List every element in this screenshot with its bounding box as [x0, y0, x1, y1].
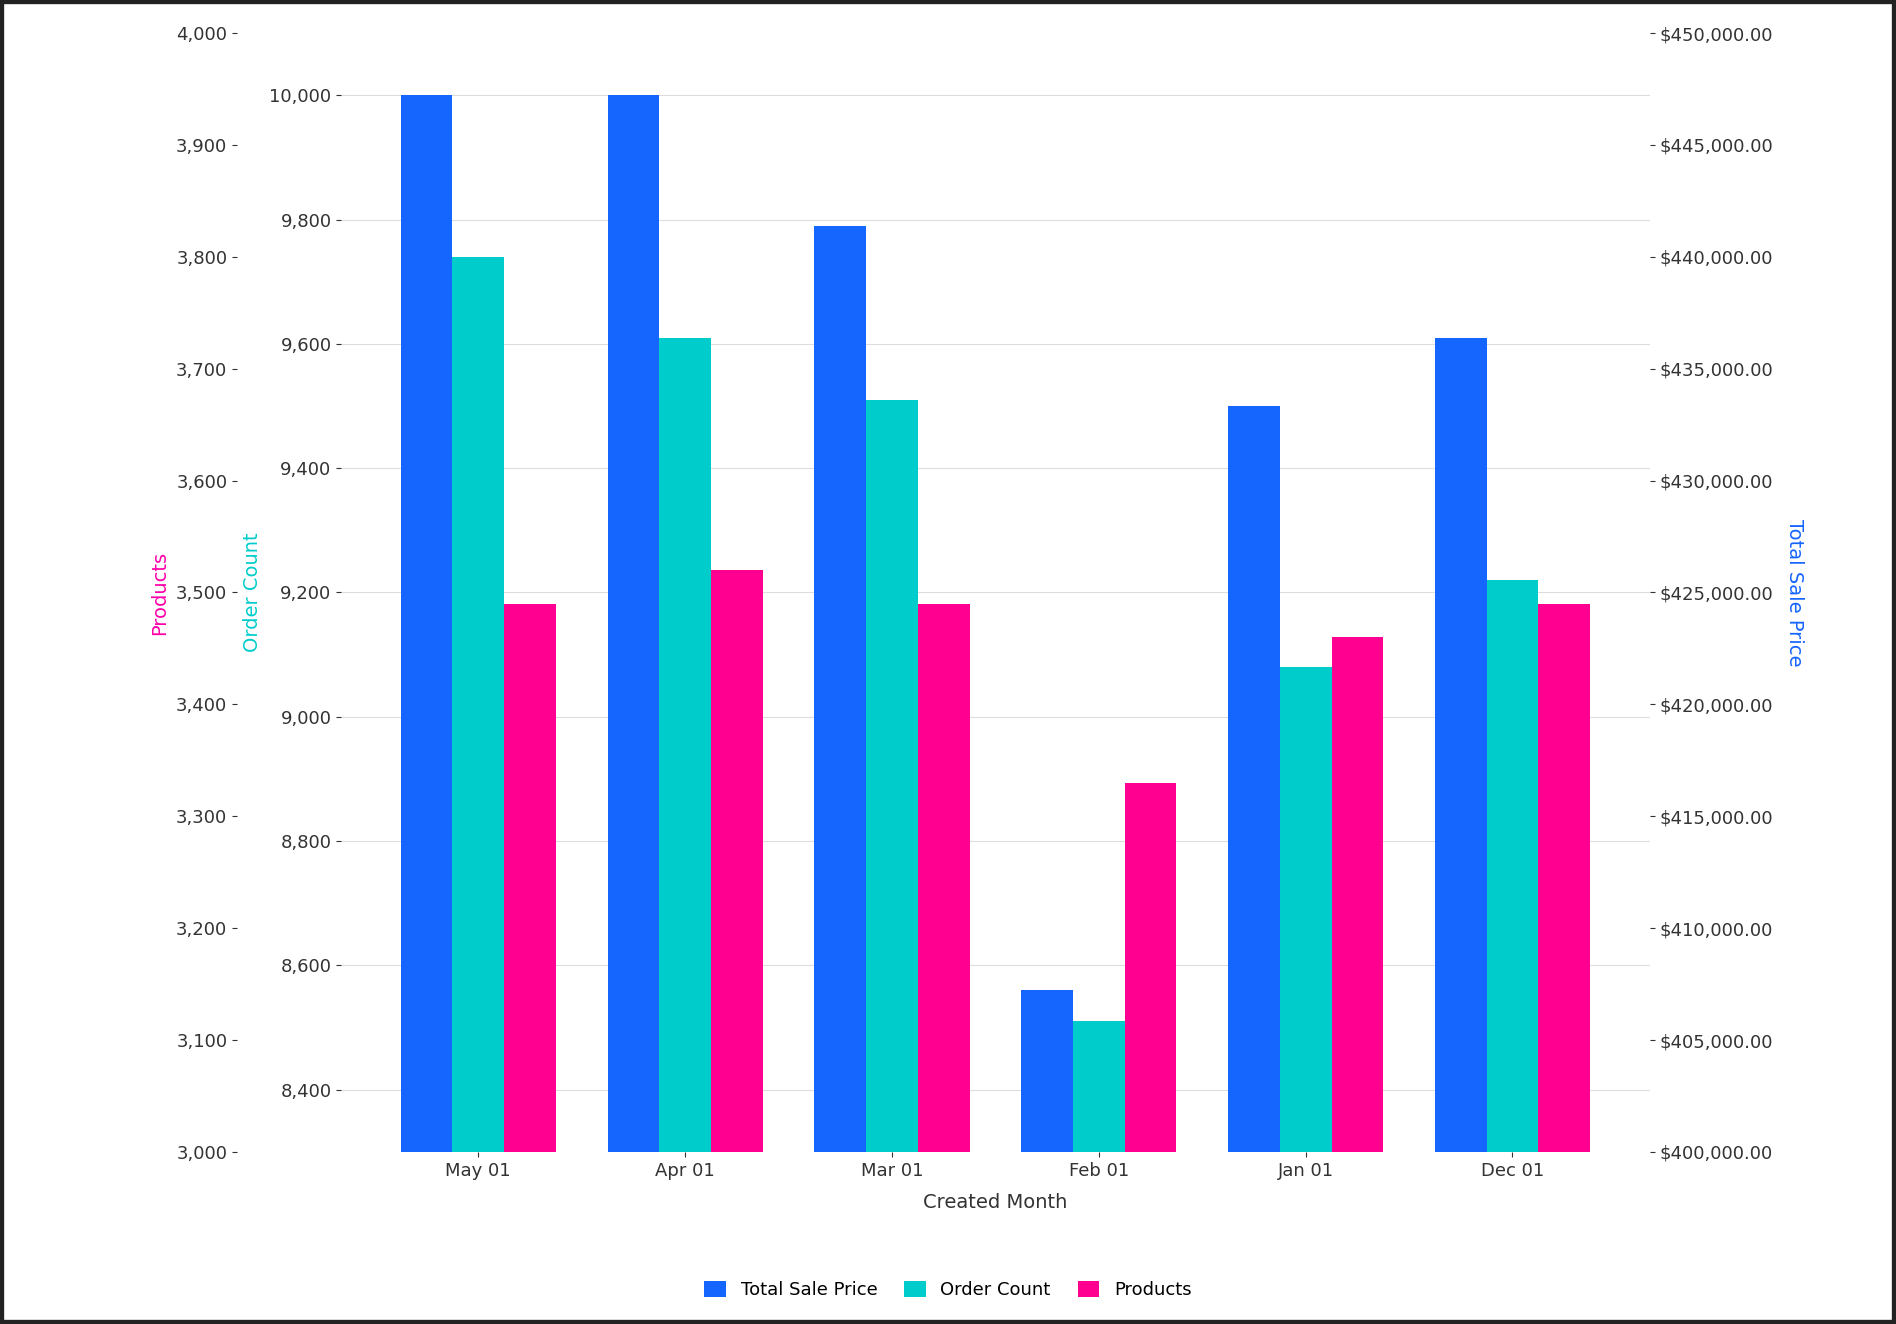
Y-axis label: Order Count: Order Count — [243, 532, 262, 653]
Bar — [1486, 580, 1538, 1324]
Bar — [1073, 1021, 1124, 1324]
Bar — [711, 571, 762, 1324]
Legend: Total Sale Price, Order Count, Products: Total Sale Price, Order Count, Products — [696, 1272, 1200, 1308]
Bar — [1331, 637, 1384, 1324]
Bar — [1538, 604, 1591, 1324]
Bar — [607, 95, 660, 1324]
Bar — [866, 400, 918, 1324]
Y-axis label: Total Sale Price: Total Sale Price — [1784, 519, 1803, 666]
Bar — [1435, 338, 1486, 1324]
Bar — [660, 338, 711, 1324]
Bar — [400, 95, 453, 1324]
Bar — [815, 226, 866, 1324]
Bar — [453, 257, 504, 1324]
Bar — [1124, 782, 1176, 1324]
Bar — [918, 604, 969, 1324]
Bar — [1280, 667, 1331, 1324]
Bar — [1022, 990, 1073, 1324]
Bar — [504, 604, 556, 1324]
X-axis label: Created Month: Created Month — [923, 1193, 1067, 1213]
Y-axis label: Products: Products — [150, 551, 169, 634]
Bar — [1229, 406, 1280, 1324]
